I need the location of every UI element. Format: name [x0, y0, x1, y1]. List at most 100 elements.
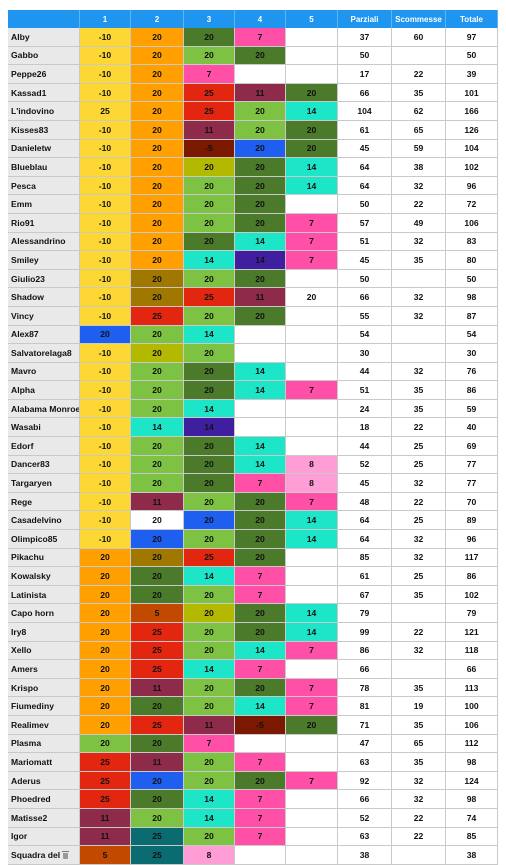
player-name[interactable]: Capo horn	[8, 604, 80, 622]
player-name[interactable]: Smiley	[8, 251, 80, 269]
player-name[interactable]: Olimpico85	[8, 530, 80, 548]
player-name[interactable]: Giulio23	[8, 269, 80, 288]
score-cell-round-5[interactable]: 7	[286, 771, 338, 790]
player-name[interactable]: Krispo	[8, 678, 80, 697]
score-cell-round-3[interactable]: 20	[184, 158, 235, 176]
score-cell-round-1[interactable]: 20	[80, 567, 131, 585]
score-cell-round-1[interactable]: -10	[80, 120, 131, 139]
score-cell-round-1[interactable]: 20	[80, 604, 131, 622]
score-cell-round-2[interactable]: 14	[131, 418, 184, 437]
score-cell-round-5[interactable]	[286, 567, 338, 585]
score-cell-round-4[interactable]: 7	[235, 660, 286, 678]
player-name[interactable]: Danieletw	[8, 139, 80, 158]
score-cell-round-1[interactable]: 25	[80, 790, 131, 808]
score-cell-round-2[interactable]: 20	[131, 734, 184, 753]
score-cell-round-2[interactable]: 25	[131, 660, 184, 678]
player-name[interactable]: Kowalsky	[8, 567, 80, 585]
score-cell-round-5[interactable]	[286, 362, 338, 381]
score-cell-round-3[interactable]: 20	[184, 753, 235, 771]
player-name[interactable]: Alpha	[8, 381, 80, 399]
score-cell-round-4[interactable]: 20	[235, 548, 286, 567]
score-cell-round-3[interactable]: 20	[184, 213, 235, 232]
score-cell-round-2[interactable]: 20	[131, 455, 184, 474]
player-name[interactable]: Phoedred	[8, 790, 80, 808]
player-name[interactable]: Dancer83	[8, 455, 80, 474]
player-name[interactable]: Emm	[8, 195, 80, 213]
score-cell-round-2[interactable]: 25	[131, 623, 184, 641]
score-cell-round-2[interactable]: 20	[131, 120, 184, 139]
score-cell-round-2[interactable]: 20	[131, 399, 184, 418]
score-cell-round-4[interactable]: 7	[235, 585, 286, 604]
score-cell-round-1[interactable]: -10	[80, 418, 131, 437]
score-cell-round-3[interactable]: 20	[184, 381, 235, 399]
player-name[interactable]: Wasabi	[8, 418, 80, 437]
player-name[interactable]: Rege	[8, 492, 80, 511]
score-cell-round-1[interactable]: -10	[80, 362, 131, 381]
score-cell-round-4[interactable]: 14	[235, 232, 286, 251]
header-col-3[interactable]: 3	[184, 10, 235, 28]
player-name[interactable]: Alabama Monroe	[8, 399, 80, 418]
score-cell-round-3[interactable]: 20	[184, 585, 235, 604]
score-cell-round-1[interactable]: 20	[80, 678, 131, 697]
score-cell-round-2[interactable]: 25	[131, 846, 184, 864]
score-cell-round-2[interactable]: 20	[131, 158, 184, 176]
score-cell-round-4[interactable]: 14	[235, 697, 286, 715]
score-cell-round-5[interactable]	[286, 808, 338, 827]
score-cell-round-2[interactable]: 25	[131, 715, 184, 734]
score-cell-round-1[interactable]: 11	[80, 827, 131, 846]
score-cell-round-3[interactable]: 20	[184, 827, 235, 846]
score-cell-round-3[interactable]: 20	[184, 641, 235, 660]
score-cell-round-1[interactable]: -10	[80, 83, 131, 102]
player-name[interactable]: Kisses83	[8, 120, 80, 139]
score-cell-round-4[interactable]: 20	[235, 269, 286, 288]
player-name[interactable]: L'indovino	[8, 102, 80, 120]
score-cell-round-2[interactable]: 20	[131, 288, 184, 306]
score-cell-round-1[interactable]: 20	[80, 623, 131, 641]
player-name[interactable]: Igor	[8, 827, 80, 846]
score-cell-round-4[interactable]: 20	[235, 771, 286, 790]
score-cell-round-5[interactable]: 14	[286, 102, 338, 120]
player-name[interactable]: Aderus	[8, 771, 80, 790]
score-cell-round-2[interactable]: 20	[131, 65, 184, 83]
score-cell-round-2[interactable]: 20	[131, 102, 184, 120]
player-name[interactable]: Kassad1	[8, 83, 80, 102]
score-cell-round-3[interactable]: 7	[184, 65, 235, 83]
player-name[interactable]: Xello	[8, 641, 80, 660]
score-cell-round-1[interactable]: -10	[80, 213, 131, 232]
score-cell-round-5[interactable]: 14	[286, 530, 338, 548]
score-cell-round-5[interactable]	[286, 827, 338, 846]
score-cell-round-5[interactable]: 20	[286, 83, 338, 102]
score-cell-round-4[interactable]: 20	[235, 158, 286, 176]
score-cell-round-1[interactable]: -10	[80, 474, 131, 492]
player-name[interactable]: Alessandrino	[8, 232, 80, 251]
score-cell-round-2[interactable]: 20	[131, 269, 184, 288]
score-cell-round-3[interactable]: 14	[184, 567, 235, 585]
score-cell-round-1[interactable]: -10	[80, 232, 131, 251]
player-name[interactable]: Iry8	[8, 623, 80, 641]
score-cell-round-3[interactable]: 8	[184, 846, 235, 864]
score-cell-round-2[interactable]: 11	[131, 492, 184, 511]
score-cell-round-4[interactable]: 7	[235, 790, 286, 808]
score-cell-round-5[interactable]: 7	[286, 641, 338, 660]
player-name[interactable]: Casadelvino	[8, 511, 80, 530]
score-cell-round-5[interactable]	[286, 660, 338, 678]
score-cell-round-5[interactable]	[286, 585, 338, 604]
score-cell-round-2[interactable]: 20	[131, 232, 184, 251]
score-cell-round-4[interactable]: 20	[235, 213, 286, 232]
score-cell-round-3[interactable]: 20	[184, 511, 235, 530]
score-cell-round-5[interactable]: 7	[286, 251, 338, 269]
player-name[interactable]: Gabbo	[8, 46, 80, 65]
score-cell-round-3[interactable]: 20	[184, 176, 235, 195]
score-cell-round-2[interactable]: 20	[131, 548, 184, 567]
player-name[interactable]: Pesca	[8, 176, 80, 195]
score-cell-round-2[interactable]: 20	[131, 83, 184, 102]
score-cell-round-1[interactable]: -10	[80, 139, 131, 158]
score-cell-round-1[interactable]: -10	[80, 28, 131, 46]
score-cell-round-5[interactable]	[286, 418, 338, 437]
score-cell-round-3[interactable]: 25	[184, 102, 235, 120]
header-col-5[interactable]: 5	[286, 10, 338, 28]
score-cell-round-5[interactable]: 7	[286, 697, 338, 715]
score-cell-round-2[interactable]: 20	[131, 46, 184, 65]
score-cell-round-1[interactable]: -10	[80, 492, 131, 511]
score-cell-round-4[interactable]: 11	[235, 83, 286, 102]
